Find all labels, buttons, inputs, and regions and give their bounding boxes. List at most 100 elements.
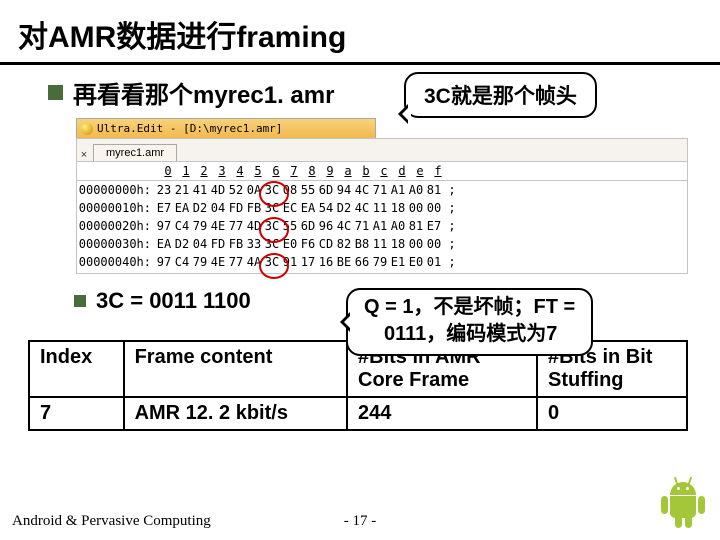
td-bits-core: 244	[347, 397, 537, 430]
ruler-col: 4	[231, 164, 249, 178]
hex-byte: 97	[155, 217, 173, 235]
hex-byte: EA	[173, 199, 191, 217]
hex-byte: 04	[209, 199, 227, 217]
hex-byte: 00	[425, 199, 443, 217]
hex-editor-screenshot: Ultra.Edit - [D:\myrec1.amr] × myrec1.am…	[76, 118, 690, 274]
hex-byte: A1	[389, 181, 407, 199]
hex-byte: B8	[353, 235, 371, 253]
slide-title: 对AMR数据进行framing	[0, 0, 720, 65]
hex-byte: D2	[173, 235, 191, 253]
hex-row: 00000020h:97C4794E774D3C556D964C71A1A081…	[77, 217, 687, 235]
hex-ruler: 0123456789abcdef	[76, 162, 688, 181]
hex-byte: FD	[209, 235, 227, 253]
hex-byte: 96	[317, 217, 335, 235]
ruler-col: f	[429, 164, 447, 178]
editor-tab: myrec1.amr	[93, 144, 177, 161]
hex-byte: FB	[245, 199, 263, 217]
hex-address: 00000000h:	[77, 181, 155, 199]
hex-byte: ;	[443, 217, 461, 235]
hex-byte: CD	[317, 235, 335, 253]
th-index: Index	[29, 341, 124, 397]
hex-byte: 08	[281, 181, 299, 199]
hex-byte: 00	[425, 235, 443, 253]
hex-byte: 11	[371, 235, 389, 253]
ruler-col: 3	[213, 164, 231, 178]
hex-byte: E0	[407, 253, 425, 271]
hex-byte: F6	[299, 235, 317, 253]
editor-titlebar: Ultra.Edit - [D:\myrec1.amr]	[76, 118, 376, 138]
hex-byte: A1	[371, 217, 389, 235]
hex-byte: EA	[155, 235, 173, 253]
editor-title-text: Ultra.Edit - [D:\myrec1.amr]	[97, 122, 282, 135]
hex-byte: 52	[227, 181, 245, 199]
ruler-col: c	[375, 164, 393, 178]
hex-byte: 6D	[299, 217, 317, 235]
ruler-col: 0	[159, 164, 177, 178]
android-icon	[658, 476, 708, 534]
hex-byte: 79	[371, 253, 389, 271]
hex-byte: 18	[389, 199, 407, 217]
hex-byte: 71	[371, 181, 389, 199]
ruler-col: 8	[303, 164, 321, 178]
footer-page-number: - 17 -	[0, 513, 720, 530]
hex-byte: 4C	[353, 199, 371, 217]
ruler-col: a	[339, 164, 357, 178]
hex-byte: E0	[281, 235, 299, 253]
hex-byte: 4C	[353, 181, 371, 199]
editor-tab-strip: × myrec1.amr	[76, 138, 688, 162]
bullet-square-icon	[74, 295, 86, 307]
ruler-col: 9	[321, 164, 339, 178]
hex-byte: 3C	[263, 181, 281, 199]
callout-q-ft: Q = 1，不是坏帧；FT = 0111，编码模式为7	[346, 288, 593, 356]
hex-byte: E1	[389, 253, 407, 271]
bullet-1-text: 再看看那个myrec1. amr	[73, 75, 334, 110]
hex-byte: 00	[407, 235, 425, 253]
hex-byte: 4E	[209, 253, 227, 271]
hex-byte: 6D	[317, 181, 335, 199]
hex-byte: 33	[245, 235, 263, 253]
hex-byte: 4D	[245, 217, 263, 235]
close-icon: ×	[77, 149, 91, 161]
hex-byte: 16	[317, 253, 335, 271]
hex-byte: 79	[191, 253, 209, 271]
hex-byte: A0	[407, 181, 425, 199]
hex-byte: 4C	[335, 217, 353, 235]
hex-byte: 11	[371, 199, 389, 217]
hex-byte: 81	[425, 181, 443, 199]
callout2-line2: 0111，编码模式为7	[364, 321, 575, 348]
hex-byte: 77	[227, 253, 245, 271]
hex-byte: 00	[407, 199, 425, 217]
hex-byte: 41	[191, 181, 209, 199]
ruler-col: 7	[285, 164, 303, 178]
hex-byte: 4D	[209, 181, 227, 199]
ultraedit-icon	[81, 123, 93, 135]
hex-byte: E7	[425, 217, 443, 235]
hex-byte: C4	[173, 217, 191, 235]
hex-byte: C4	[173, 253, 191, 271]
hex-byte: 17	[299, 253, 317, 271]
ruler-col: d	[393, 164, 411, 178]
hex-address: 00000040h:	[77, 253, 155, 271]
ruler-col: e	[411, 164, 429, 178]
hex-byte: ;	[443, 181, 461, 199]
hex-byte: E7	[155, 199, 173, 217]
hex-byte: 3C	[263, 199, 281, 217]
hex-byte: ;	[443, 235, 461, 253]
hex-byte: 77	[227, 217, 245, 235]
hex-byte: EC	[281, 199, 299, 217]
hex-byte: BE	[335, 253, 353, 271]
hex-byte: 3C	[263, 253, 281, 271]
hex-byte: 71	[353, 217, 371, 235]
hex-row: 00000030h:EAD204FDFB333CE0F6CD82B8111800…	[77, 235, 687, 253]
hex-byte: 79	[191, 217, 209, 235]
hex-byte: FB	[227, 235, 245, 253]
hex-byte: 91	[281, 253, 299, 271]
hex-byte: EA	[299, 199, 317, 217]
ruler-col: b	[357, 164, 375, 178]
ruler-col: 5	[249, 164, 267, 178]
hex-byte: A0	[389, 217, 407, 235]
hex-byte: D2	[335, 199, 353, 217]
callout2-line1: Q = 1，不是坏帧；FT =	[364, 294, 575, 321]
hex-byte: 21	[173, 181, 191, 199]
hex-byte: 23	[155, 181, 173, 199]
